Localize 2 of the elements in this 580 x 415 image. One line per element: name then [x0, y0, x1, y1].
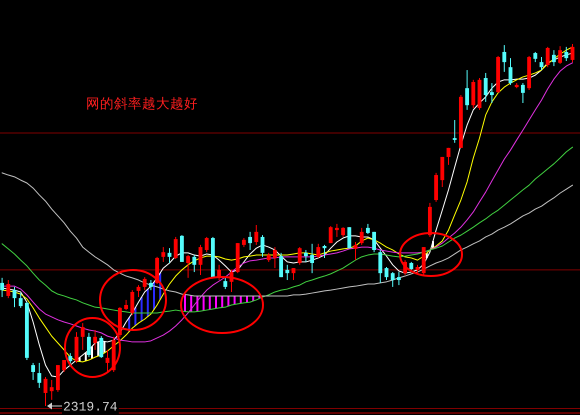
note: 2319.74: [63, 400, 118, 414]
note: 网的斜率越大越好: [86, 96, 198, 112]
